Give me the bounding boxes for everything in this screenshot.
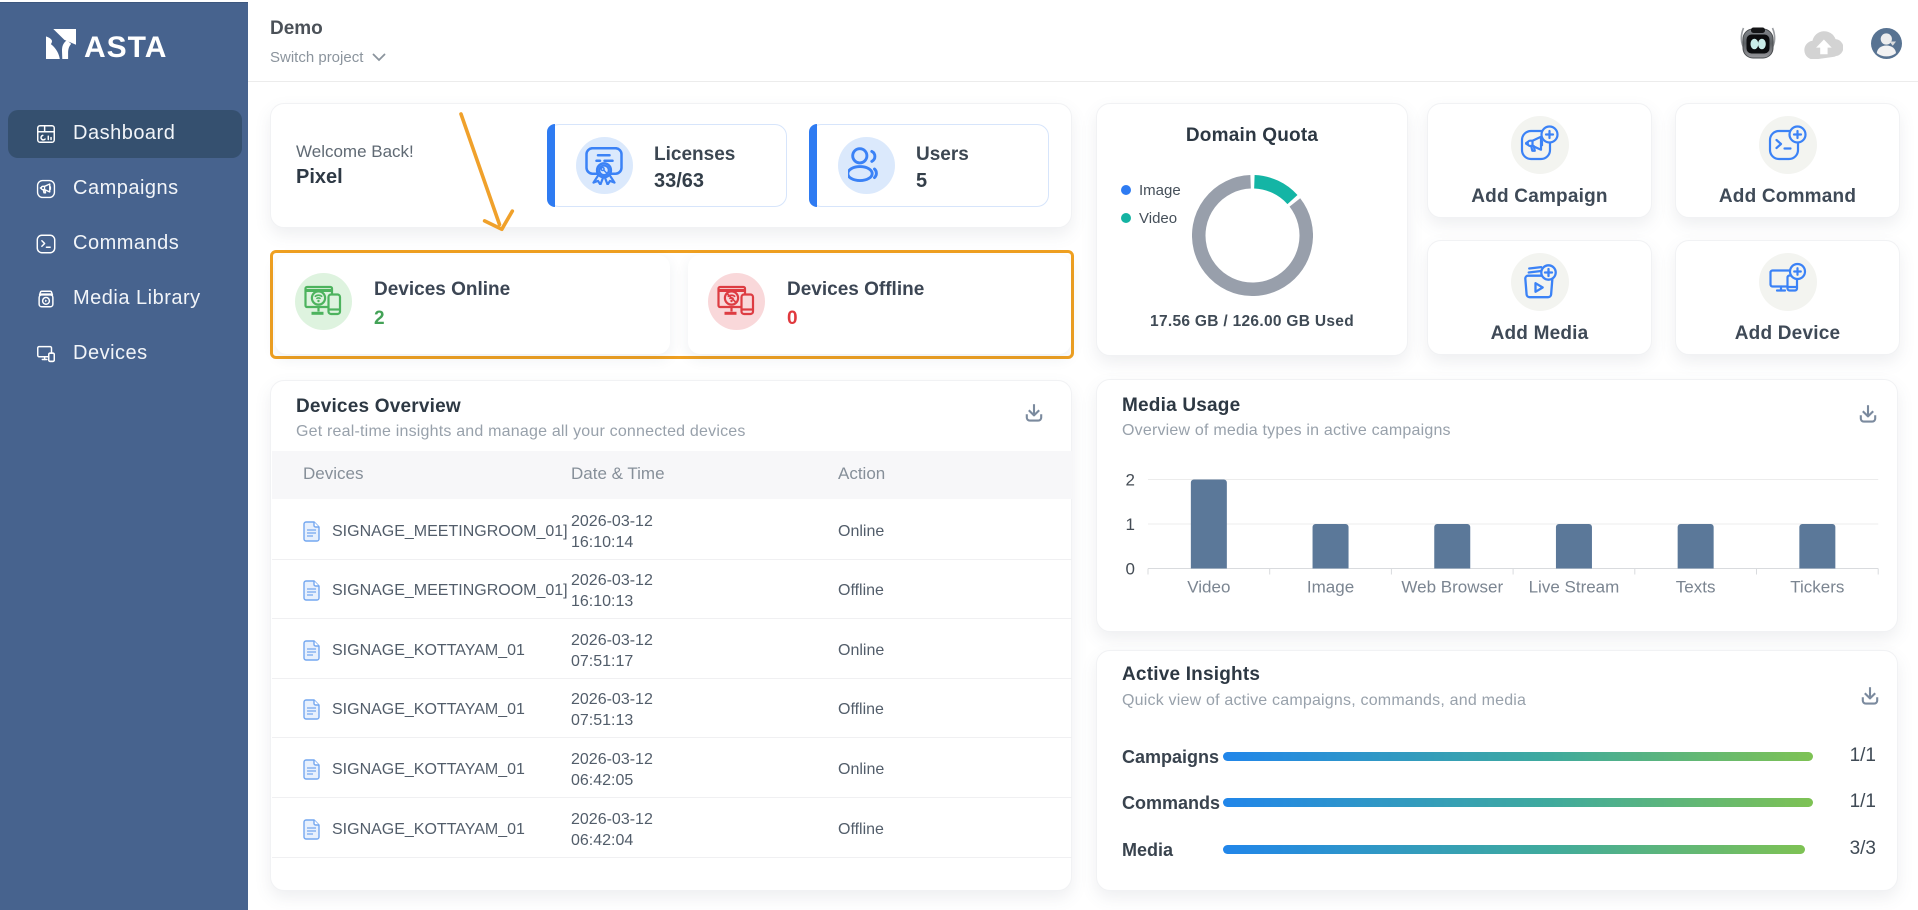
- svg-text:Web Browser: Web Browser: [1401, 578, 1503, 597]
- svg-text:0: 0: [1126, 560, 1135, 579]
- svg-text:1: 1: [1126, 515, 1135, 534]
- svg-text:Video: Video: [1187, 578, 1230, 597]
- svg-text:Texts: Texts: [1676, 578, 1716, 597]
- svg-text:Tickers: Tickers: [1790, 578, 1844, 597]
- svg-text:2: 2: [1126, 471, 1135, 490]
- svg-text:Live Stream: Live Stream: [1529, 578, 1620, 597]
- svg-text:Image: Image: [1307, 578, 1354, 597]
